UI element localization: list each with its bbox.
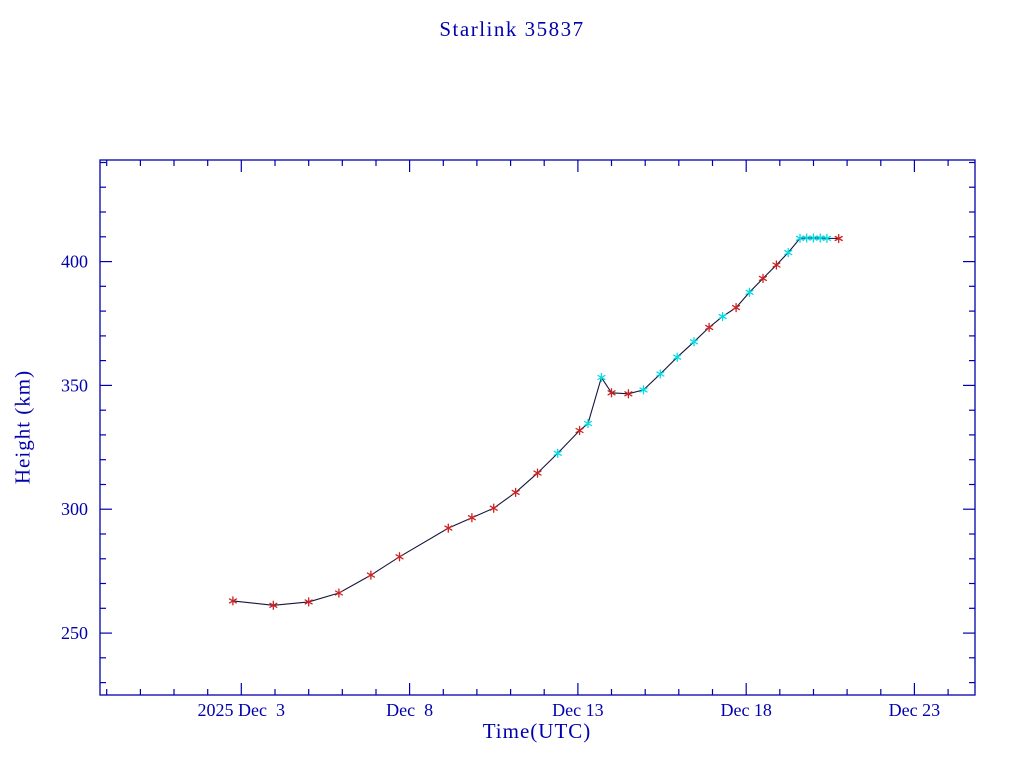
data-marker — [533, 468, 542, 478]
data-marker — [489, 503, 498, 513]
data-marker — [511, 487, 520, 498]
plot-frame — [99, 159, 976, 696]
x-tick-label: Dec 8 — [386, 700, 433, 720]
data-marker — [809, 233, 818, 243]
data-marker — [731, 302, 741, 313]
chart-title: Starlink 35837 — [439, 17, 585, 41]
y-tick-label: 400 — [61, 252, 88, 272]
data-marker — [607, 388, 616, 398]
data-marker — [395, 552, 404, 562]
data-markers — [228, 233, 843, 610]
data-marker — [705, 322, 714, 333]
x-axis-label: Time(UTC) — [482, 719, 592, 743]
data-marker — [772, 260, 781, 270]
data-marker — [639, 385, 648, 395]
data-marker — [444, 523, 453, 533]
data-marker — [673, 352, 682, 362]
data-marker — [718, 311, 727, 322]
data-marker — [575, 425, 584, 436]
data-marker — [597, 372, 606, 383]
x-tick-label: Dec 23 — [889, 700, 940, 720]
data-marker — [553, 448, 562, 458]
data-marker — [834, 233, 843, 244]
axis-ticks — [100, 160, 975, 695]
data-marker — [366, 570, 376, 580]
x-tick-label: Dec 18 — [720, 700, 771, 720]
height-series-line — [232, 237, 839, 606]
data-marker — [784, 247, 793, 258]
data-marker — [269, 600, 278, 610]
data-marker — [795, 233, 805, 243]
data-marker — [583, 418, 593, 429]
data-marker — [689, 337, 699, 347]
data-marker — [624, 389, 633, 399]
data-marker — [467, 513, 476, 523]
data-marker — [745, 287, 754, 297]
x-tick-label: Dec 13 — [552, 700, 603, 720]
data-marker — [822, 233, 832, 243]
data-marker — [802, 233, 811, 243]
data-marker — [758, 273, 768, 284]
y-tick-label: 350 — [61, 375, 88, 395]
tick-labels: 2025 Dec 3 Dec 8 Dec 13 Dec 18 Dec 23 250 300 3… — [61, 252, 940, 720]
y-tick-label: 250 — [61, 623, 88, 643]
data-marker — [656, 369, 665, 379]
x-tick-label: 2025 Dec 3 — [198, 700, 285, 720]
data-marker — [334, 588, 344, 598]
data-marker — [816, 233, 825, 243]
data-marker — [304, 597, 313, 607]
data-marker — [228, 596, 238, 606]
y-tick-label: 300 — [61, 499, 88, 519]
